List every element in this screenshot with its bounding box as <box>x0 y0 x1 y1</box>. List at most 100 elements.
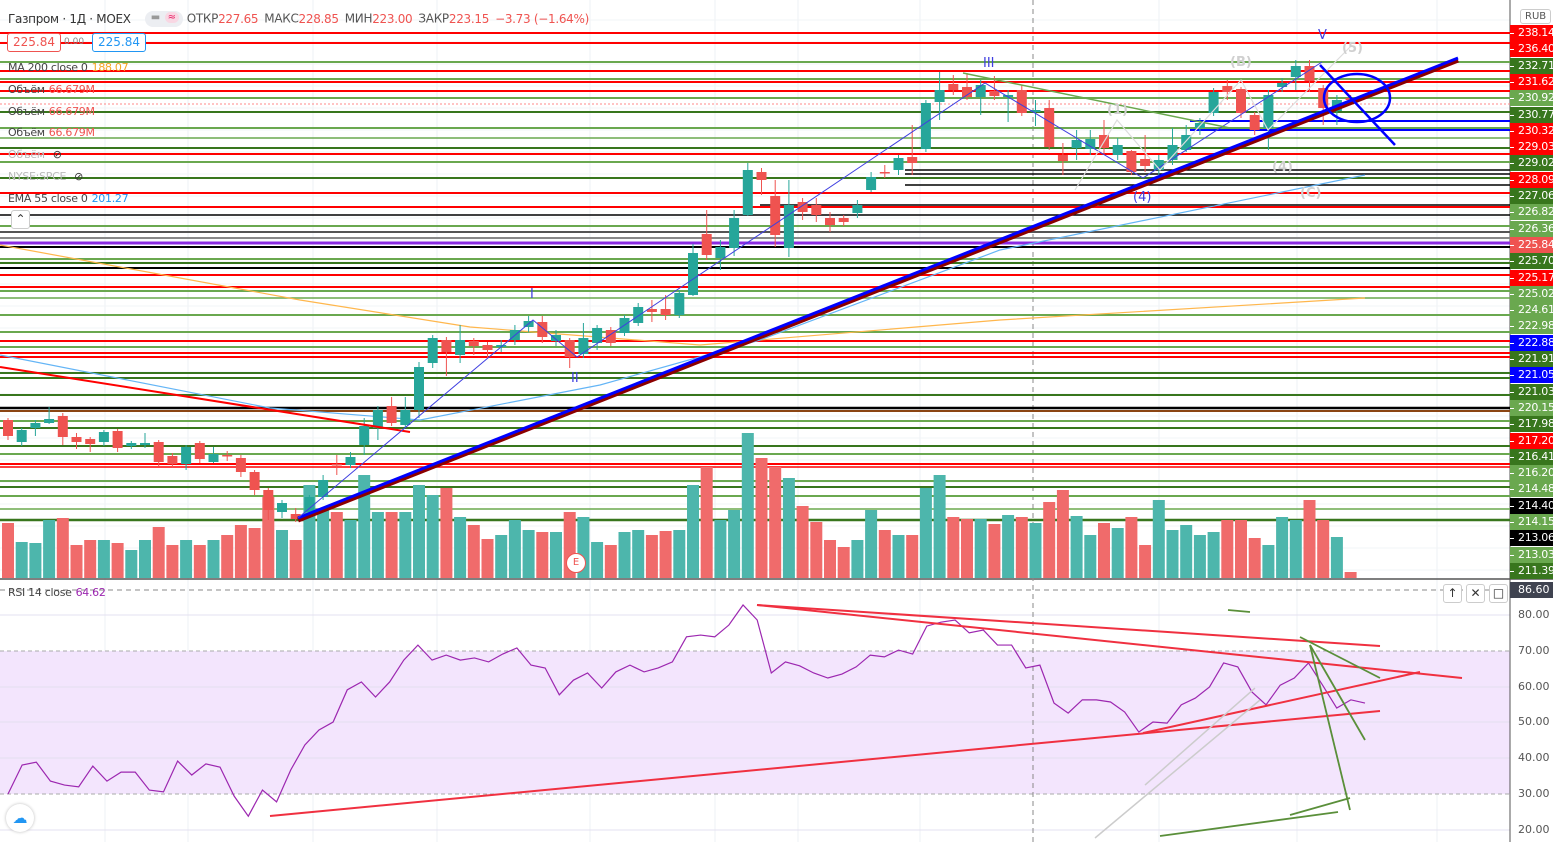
candle-body <box>359 426 370 445</box>
volume-bar <box>330 512 343 578</box>
candle-body <box>140 443 150 445</box>
volume-bar <box>1166 530 1179 578</box>
volume-bar <box>878 530 891 578</box>
candle-body <box>16 430 27 442</box>
close-pane-button[interactable]: ✕ <box>1466 584 1485 603</box>
trend-line-main-shadow <box>297 57 1459 523</box>
candle-body <box>208 454 219 462</box>
volume-bar <box>385 512 398 578</box>
rsi-axis-label: 20.00 <box>1518 822 1550 836</box>
candle-body <box>1071 140 1082 148</box>
volume-bar <box>906 535 919 578</box>
candle-body <box>1044 108 1055 147</box>
volume-bar <box>1152 500 1165 578</box>
candle-body <box>537 322 548 337</box>
candle-body <box>1126 151 1137 172</box>
indicator-name: MA 200 close 0 <box>8 61 88 74</box>
volume-bar <box>974 519 987 578</box>
candle-body <box>400 410 411 425</box>
volume-bar <box>550 532 562 578</box>
volume-bar <box>289 540 302 578</box>
tradingview-logo-icon[interactable]: ☁ <box>6 804 34 832</box>
volume-bar <box>687 485 699 578</box>
collapse-legend-button[interactable]: ⌃ <box>11 210 30 229</box>
rsi-green-line <box>1159 811 1339 837</box>
volume-bar <box>1262 545 1275 578</box>
volume-bar <box>358 475 371 578</box>
hidden-eye-icon[interactable]: ⊘ <box>52 148 62 162</box>
volume-bar <box>111 543 124 578</box>
symbol-title[interactable]: Газпром · 1Д · MOEX <box>8 11 131 26</box>
candle-body <box>1290 66 1301 77</box>
candle-body <box>181 447 192 464</box>
candle-body <box>112 431 123 448</box>
volume-bar <box>728 510 741 578</box>
price-axis-label: 225.70 <box>1510 253 1553 270</box>
candle-body <box>893 158 904 170</box>
volume-bar <box>193 545 206 578</box>
volume-bar <box>1070 516 1083 578</box>
candle-body <box>263 490 274 510</box>
price-axis-label: 222.98 <box>1510 318 1553 335</box>
buy-price-button[interactable]: 225.84 <box>92 33 146 52</box>
rsi-green-line <box>1289 797 1351 816</box>
indicator-legend[interactable]: Объём 66.679M <box>8 126 99 139</box>
candle-body <box>1181 135 1192 150</box>
candle-body <box>71 437 82 442</box>
volume-bar <box>947 517 960 578</box>
volume-bar <box>1317 520 1330 578</box>
sell-price-button[interactable]: 225.84 <box>7 33 61 52</box>
indicator-legend[interactable]: Объём 66.679M <box>8 105 99 118</box>
volume-bar <box>645 535 658 578</box>
volume-bar <box>892 535 905 578</box>
rsi-trend-line <box>1142 671 1421 734</box>
candle-body <box>126 443 137 446</box>
indicator-legend[interactable]: MA 200 close 0 188.07 <box>8 61 132 74</box>
candle-body <box>427 338 438 363</box>
indicator-legend[interactable]: NYSE:SPCE ⊘ <box>8 170 87 183</box>
candle-body <box>633 307 644 323</box>
candle-body <box>742 170 753 215</box>
rsi-line <box>7 604 1366 818</box>
volume-bar <box>56 518 69 578</box>
candle-body <box>1003 95 1014 97</box>
volume-bar <box>2 523 14 578</box>
hidden-eye-icon[interactable]: ⊘ <box>74 170 84 183</box>
hand-cross-line <box>1319 64 1396 146</box>
earnings-badge[interactable]: E <box>566 553 586 573</box>
candle-body <box>1208 92 1219 113</box>
wave-label: (4) <box>1272 160 1293 175</box>
candle-body <box>688 253 698 295</box>
currency-badge[interactable]: RUB <box>1520 9 1552 24</box>
indicator-legend[interactable]: Объём 66.679M <box>8 83 99 96</box>
price-axis-label: 214.15 <box>1510 514 1553 530</box>
candle-body <box>167 456 178 464</box>
volume-bar <box>1276 517 1289 578</box>
candle-body <box>564 340 575 357</box>
price-axis-label: 216.20 <box>1510 465 1553 482</box>
price-axis-label: 211.39 <box>1510 562 1553 579</box>
volume-bar <box>276 530 288 578</box>
volume-bar <box>43 520 56 578</box>
maximize-pane-button[interactable]: □ <box>1489 584 1508 603</box>
candle-body <box>866 177 877 190</box>
indicator-legend[interactable]: Объём ⊘ <box>8 148 66 161</box>
candle-body <box>1153 160 1164 170</box>
price-axis-label: 221.91 <box>1510 351 1553 367</box>
volume-bar <box>1330 537 1343 578</box>
candle-body <box>825 218 835 225</box>
volume-bar <box>714 520 727 578</box>
chart-style-toggle[interactable]: ▬ ≈ <box>144 11 183 27</box>
move-pane-up-button[interactable]: ↑ <box>1443 584 1462 603</box>
volume-bar <box>166 545 179 578</box>
wave-label: I <box>530 287 534 302</box>
volume-bar <box>152 527 165 578</box>
candle-body <box>1016 90 1027 113</box>
candle-body <box>222 455 233 457</box>
volume-bar <box>70 545 83 578</box>
candle-body <box>811 205 822 215</box>
candle-body <box>1263 95 1274 128</box>
volume-bar <box>632 530 645 578</box>
indicator-legend[interactable]: EMA 55 close 0 201.27 <box>8 192 132 205</box>
